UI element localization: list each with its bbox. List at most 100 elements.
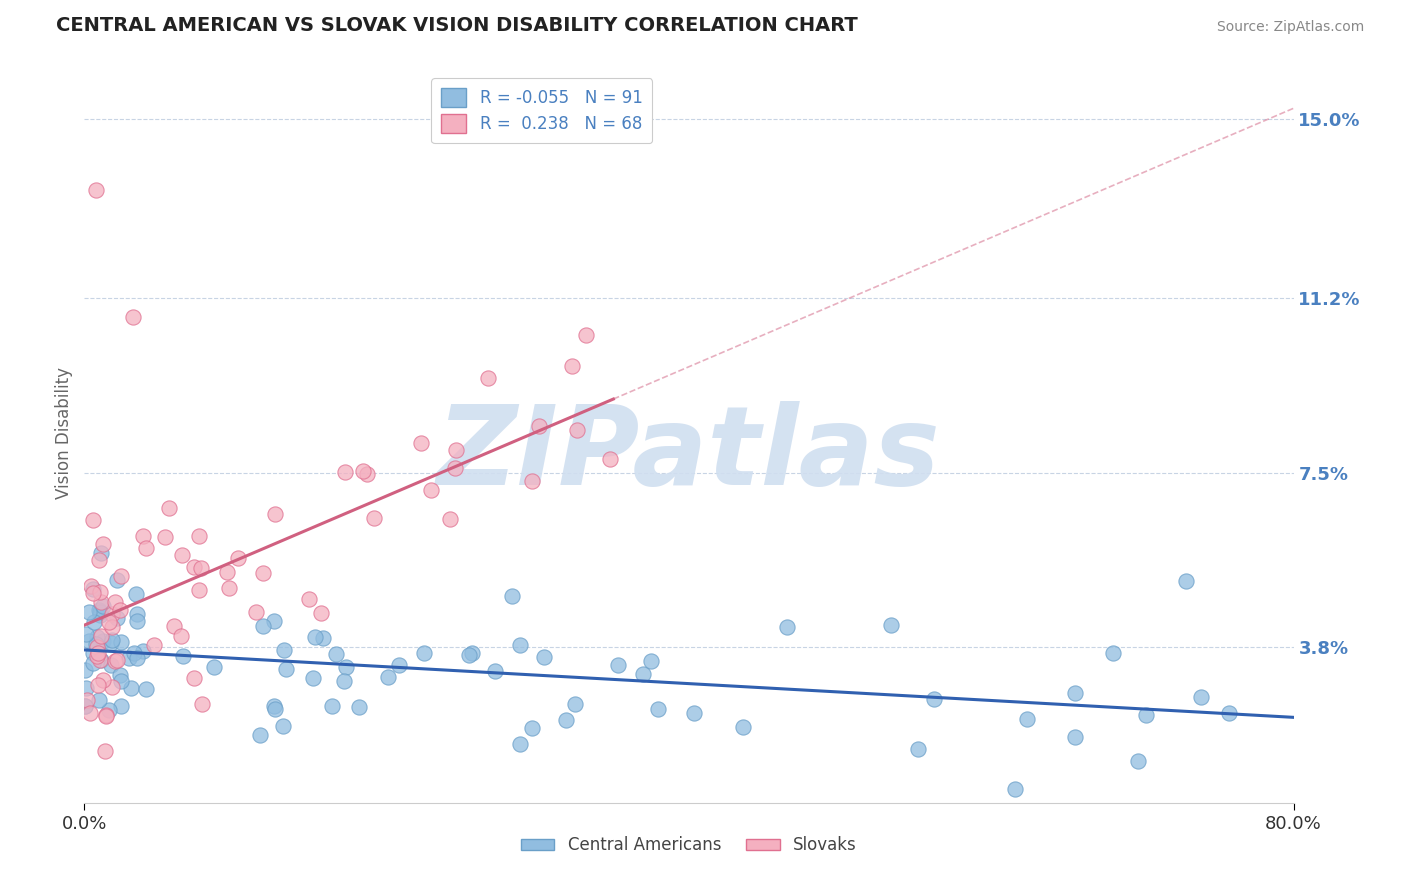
Point [733,720,755,734]
Point [125,587,148,601]
Point [533,650,555,665]
Point [190,560,212,574]
Point [333,673,356,688]
Point [86,630,108,644]
Point [105,573,128,587]
Point [352,464,374,478]
Point [484,664,506,678]
Point [191,697,214,711]
Point [226,550,249,565]
Point [1064,730,1087,744]
Point [245,605,267,619]
Point [565,423,588,437]
Point [309,606,332,620]
Point [87,646,110,660]
Point [252,619,274,633]
Y-axis label: Vision Disability: Vision Disability [55,367,73,499]
Point [97,703,120,717]
Point [100,657,122,672]
Point [105,610,128,624]
Point [202,659,225,673]
Point [1218,706,1240,721]
Text: CENTRAL AMERICAN VS SLOVAK VISION DISABILITY CORRELATION CHART: CENTRAL AMERICAN VS SLOVAK VISION DISABI… [56,16,858,35]
Point [1126,754,1149,768]
Point [249,728,271,742]
Point [86,649,108,664]
Point [101,607,124,621]
Point [82,657,104,671]
Point [879,618,901,632]
Point [273,643,295,657]
Point [77,605,100,619]
Point [86,637,108,651]
Point [775,619,797,633]
Point [132,644,155,658]
Point [75,699,97,714]
Point [82,582,104,596]
Point [599,451,621,466]
Point [304,631,326,645]
Point [271,719,294,733]
Point [120,681,142,695]
Point [1004,781,1026,796]
Point [335,660,357,674]
Point [104,595,127,609]
Point [75,663,97,677]
Point [100,680,122,694]
Point [444,443,467,458]
Point [457,648,479,662]
Point [80,579,103,593]
Point [82,513,104,527]
Point [142,638,165,652]
Point [86,640,108,654]
Legend: Central Americans, Slovaks: Central Americans, Slovaks [515,830,863,861]
Point [75,698,97,713]
Point [183,671,205,685]
Point [363,511,385,525]
Point [907,742,929,756]
Point [82,586,104,600]
Point [321,698,343,713]
Point [90,653,112,667]
Point [509,738,531,752]
Point [302,671,325,685]
Point [461,646,484,660]
Point [252,566,274,580]
Point [89,608,111,623]
Point [157,501,180,516]
Point [132,529,155,543]
Point [118,651,141,665]
Point [75,681,97,695]
Point [94,744,117,758]
Point [110,568,132,582]
Point [683,706,706,720]
Point [121,310,143,324]
Point [274,662,297,676]
Point [100,636,122,650]
Point [529,419,551,434]
Text: Source: ZipAtlas.com: Source: ZipAtlas.com [1216,21,1364,34]
Point [163,619,186,633]
Point [564,697,586,711]
Point [561,359,583,374]
Point [388,657,411,672]
Point [356,467,378,482]
Point [520,475,543,489]
Point [91,634,114,648]
Point [1064,686,1087,700]
Point [125,614,148,628]
Point [218,581,240,595]
Point [87,693,110,707]
Point [77,634,100,648]
Point [1102,646,1125,660]
Point [79,706,101,720]
Point [377,670,399,684]
Point [84,183,107,197]
Point [105,653,128,667]
Point [477,371,499,385]
Point [89,653,111,667]
Text: ZIPatlas: ZIPatlas [437,401,941,508]
Point [443,460,465,475]
Point [96,709,118,723]
Point [335,465,357,479]
